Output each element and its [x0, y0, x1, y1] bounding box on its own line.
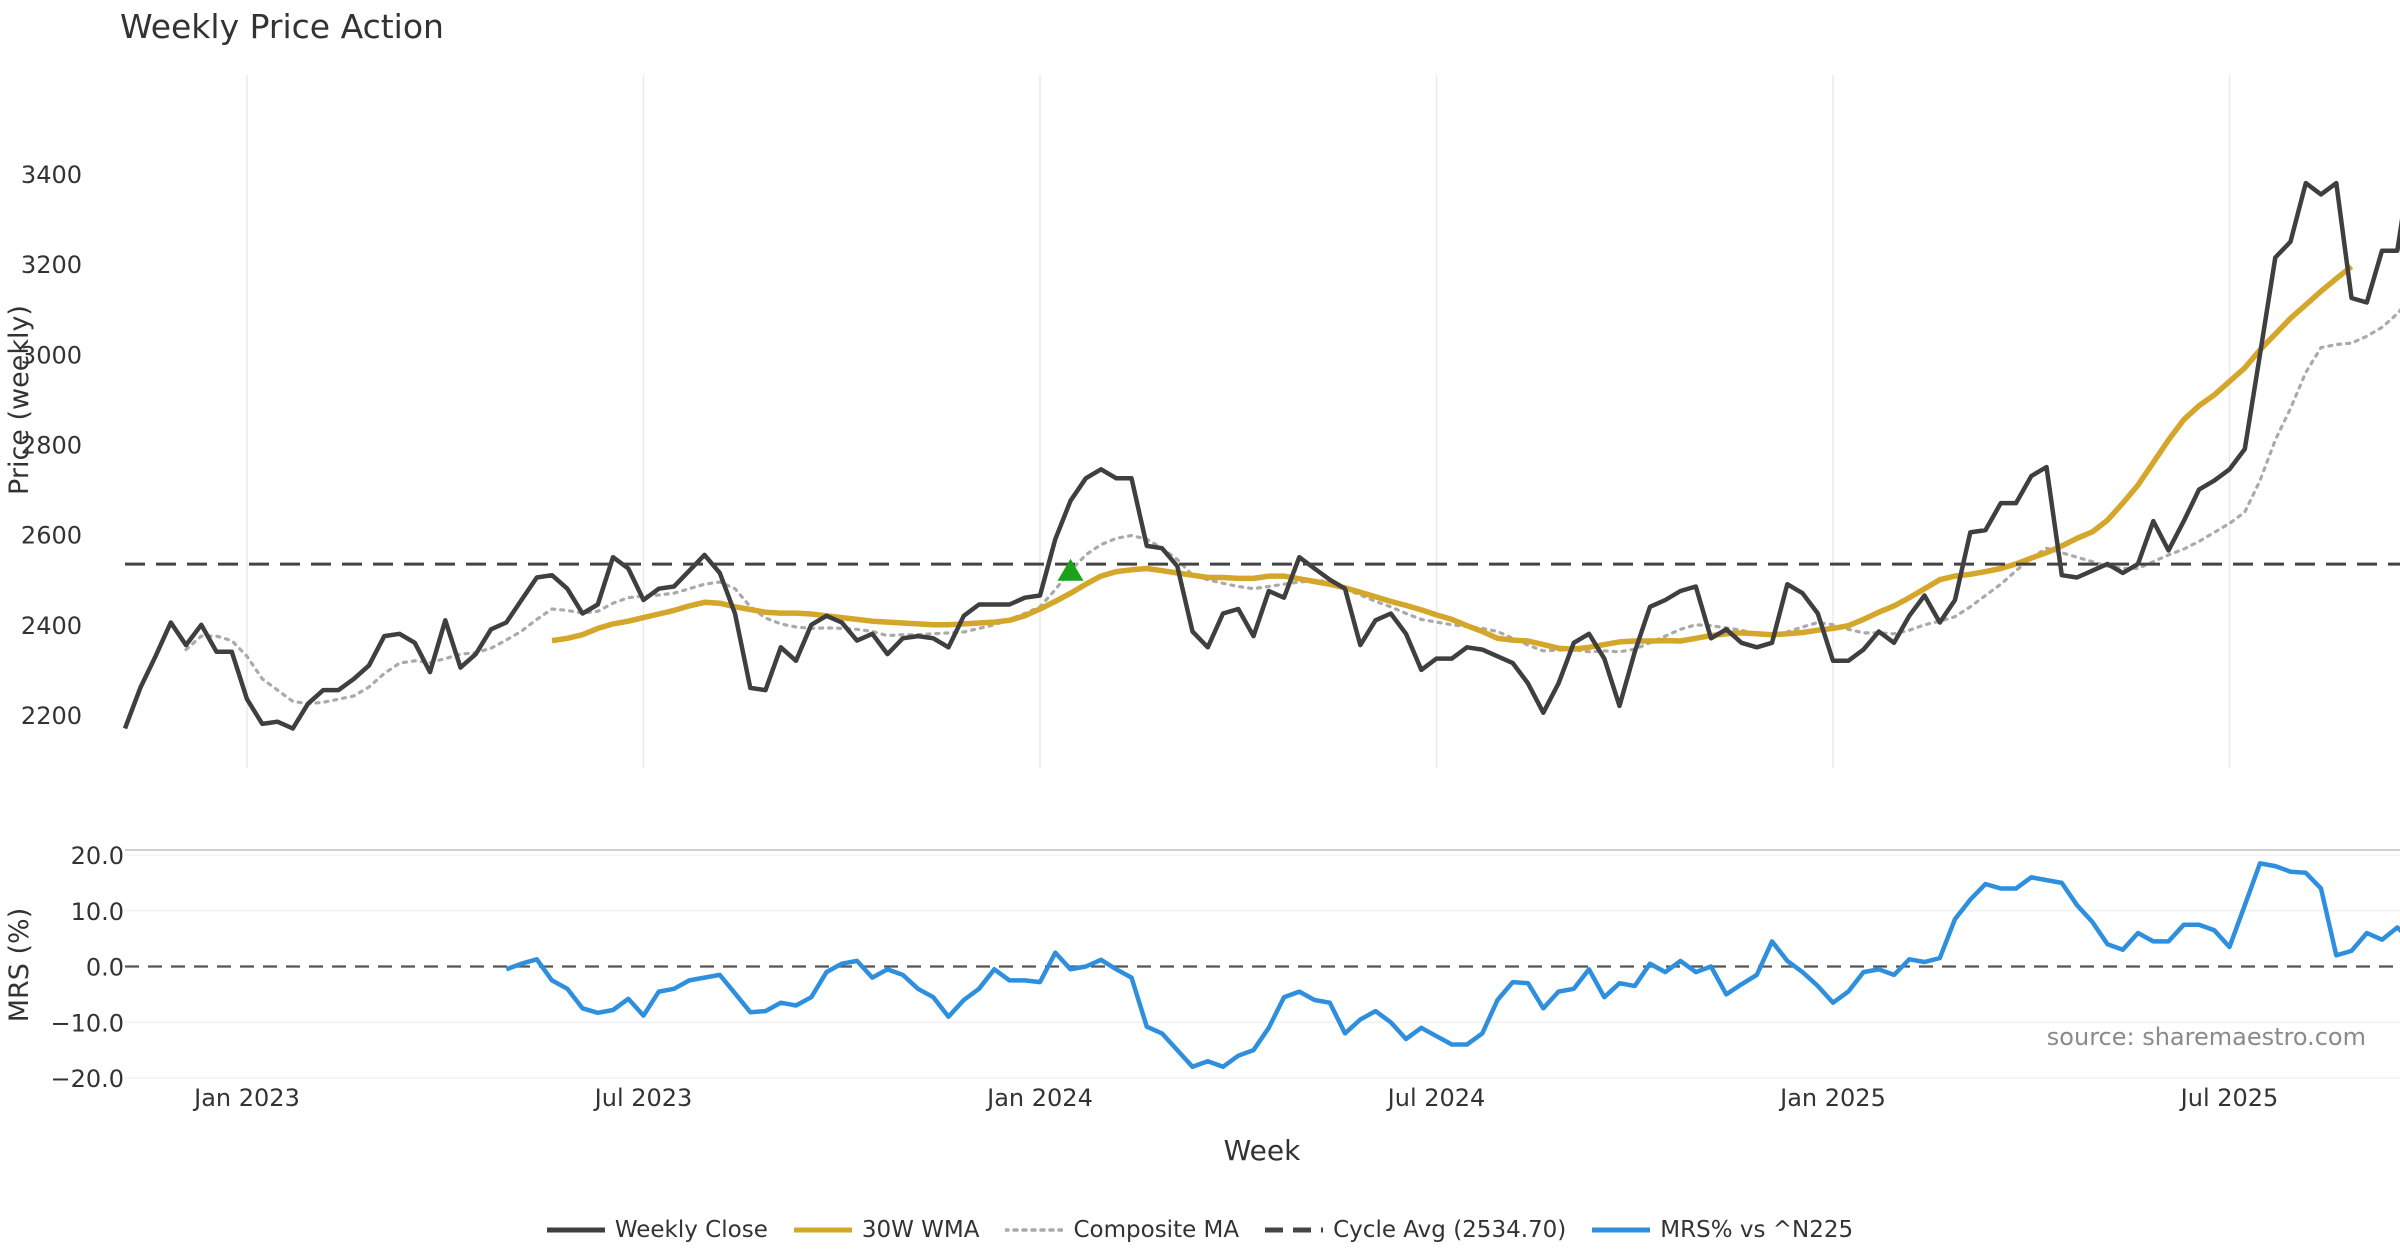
bottom-y-tick-label: 0.0: [86, 954, 124, 982]
top-y-tick-label: 2400: [21, 612, 82, 640]
top-y-tick-label: 3400: [21, 161, 82, 189]
bottom-y-tick-label: 20.0: [71, 842, 124, 870]
legend-item: 30W WMA: [793, 1217, 980, 1243]
legend: Weekly Close 30W WMA Composite MA Cycle Avg…: [0, 1210, 2400, 1250]
top-y-tick-label: 2600: [21, 522, 82, 550]
composite-ma-line: [184, 308, 2400, 706]
x-tick-label: Jul 2023: [593, 1084, 693, 1112]
legend-label: Weekly Close: [614, 1217, 768, 1243]
top-y-ticks: 2200 2400 2600 2800 3000 3200 3400: [21, 161, 82, 730]
legend-item: Cycle Avg (2534.70): [1265, 1217, 1566, 1243]
chart-title: Weekly Price Action: [120, 7, 444, 46]
top-y-tick-label: 3000: [21, 341, 82, 369]
mrs-line: [505, 861, 2400, 1070]
top-y-axis-label: Price (weekly): [4, 305, 35, 495]
legend-item: MRS% vs ^N225: [1592, 1217, 1853, 1243]
x-axis-label: Week: [1224, 1134, 1301, 1167]
top-y-tick-label: 2800: [21, 432, 82, 460]
top-y-tick-label: 2200: [21, 702, 82, 730]
legend-label: 30W WMA: [861, 1217, 980, 1243]
top-series-layer: [122, 180, 2400, 731]
x-tick-label: Jul 2024: [1386, 1084, 1486, 1112]
buy-signal-marker: [1057, 558, 1084, 581]
x-ticks: Jan 2023 Jul 2023 Jan 2024 Jul 2024 Jan 2025…: [192, 1084, 2278, 1112]
wma-30w-line: [551, 264, 2354, 652]
legend-swatch: [793, 1227, 852, 1233]
legend-item: Composite MA: [1005, 1217, 1239, 1243]
x-tick-label: Jan 2024: [985, 1084, 1093, 1112]
bottom-y-tick-label: −20.0: [50, 1065, 124, 1093]
weekly-close-line: [122, 180, 2400, 731]
legend-item: Weekly Close: [546, 1217, 768, 1243]
bottom-y-tick-label: 10.0: [71, 898, 124, 926]
top-y-tick-label: 3200: [21, 251, 82, 279]
top-grid: [246, 75, 2231, 768]
source-note: source: sharemaestro.com: [2047, 1023, 2366, 1051]
legend-label: Composite MA: [1073, 1217, 1240, 1243]
legend-swatch: [1265, 1227, 1324, 1233]
bottom-y-axis-label: MRS (%): [4, 908, 35, 1023]
legend-swatch: [1005, 1228, 1064, 1232]
legend-swatch: [1592, 1227, 1651, 1233]
x-tick-label: Jul 2025: [2179, 1084, 2279, 1112]
bottom-grid: [125, 849, 2400, 1079]
bottom-series-layer: [505, 861, 2400, 1070]
bottom-y-tick-label: −10.0: [50, 1009, 124, 1037]
x-tick-label: Jan 2023: [192, 1084, 300, 1112]
legend-label: Cycle Avg (2534.70): [1333, 1217, 1567, 1243]
x-tick-label: Jan 2025: [1778, 1084, 1886, 1112]
legend-swatch: [546, 1227, 605, 1233]
bottom-y-ticks: 20.0 10.0 0.0 −10.0 −20.0: [50, 842, 124, 1093]
legend-label: MRS% vs ^N225: [1660, 1217, 1854, 1243]
